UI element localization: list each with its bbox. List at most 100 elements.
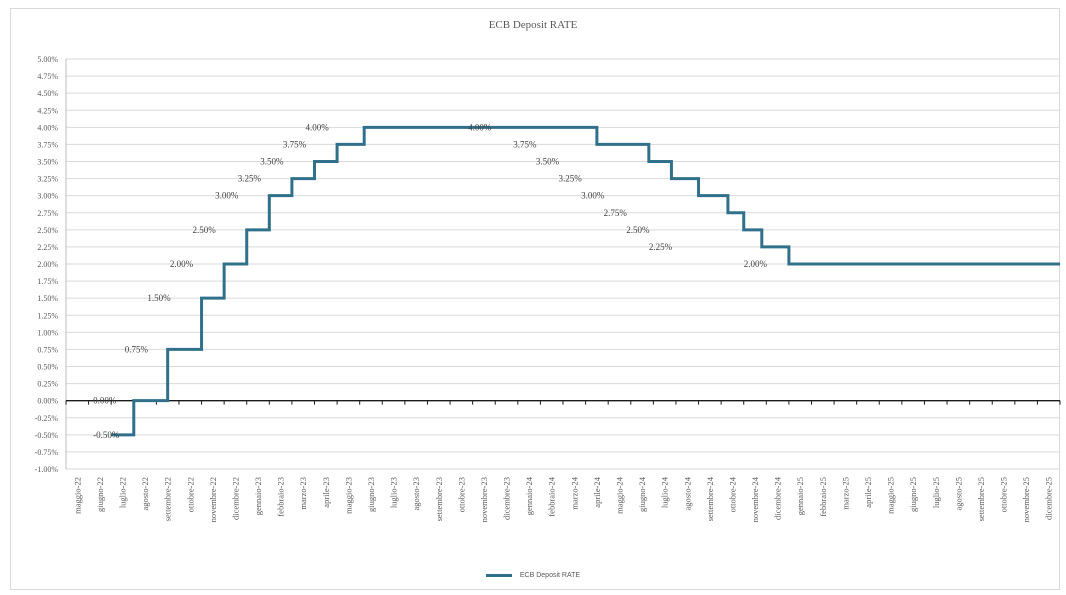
- legend: ECB Deposit RATE: [0, 572, 1066, 579]
- data-label: 3.50%: [260, 157, 284, 167]
- data-labels: -0.50% 0.00% 0.75% 1.50% 2.00% 2.50% 3.00% 3.25…: [93, 122, 767, 440]
- y-tick-label: 0.00%: [37, 397, 58, 406]
- x-tick-label: gennaio-24: [524, 476, 534, 515]
- data-label: 0.00%: [93, 396, 117, 406]
- x-tick-label: maggio-25: [886, 477, 896, 514]
- data-label: 0.75%: [125, 344, 149, 354]
- x-tick-label: novembre-24: [750, 476, 760, 522]
- y-tick-label: 1.25%: [37, 311, 58, 320]
- gridlines: [66, 58, 1060, 470]
- x-tick-label: luglio-23: [389, 477, 399, 508]
- x-tick-label: gennaio-25: [795, 477, 805, 515]
- data-label: 2.00%: [744, 259, 768, 269]
- y-tick-label: 1.00%: [37, 328, 58, 337]
- x-tick-label: novembre-22: [208, 477, 218, 522]
- data-label: 2.50%: [193, 225, 217, 235]
- y-tick-label: 2.75%: [37, 209, 58, 218]
- y-tick-label: 2.50%: [37, 226, 58, 235]
- x-tick-label: ottobre-22: [185, 477, 195, 512]
- x-tick-label: dicembre-25: [1044, 477, 1054, 520]
- data-label: 2.50%: [626, 225, 650, 235]
- data-label: 3.25%: [238, 174, 262, 184]
- y-tick-label: 5.00%: [37, 55, 58, 64]
- x-tick-label: dicembre-23: [502, 477, 512, 520]
- x-axis-ticks: maggio-22 giugno-22 luglio-22 agosto-22 sett…: [72, 476, 1053, 522]
- y-axis-ticks: -1.00% -0.75% -0.50% -0.25% 0.00% 0.25% 0.50% 0…: [35, 55, 59, 474]
- y-tick-label: 3.50%: [37, 158, 58, 167]
- y-tick-label: 0.75%: [37, 345, 58, 354]
- y-tick-label: -0.75%: [35, 448, 59, 457]
- y-tick-label: 4.25%: [37, 106, 58, 115]
- data-label: 1.50%: [147, 293, 171, 303]
- y-tick-label: 3.75%: [37, 140, 58, 149]
- data-label: 3.00%: [215, 191, 239, 201]
- x-tick-label: gennaio-23: [253, 477, 263, 515]
- x-tick-label: aprile-23: [321, 477, 331, 508]
- y-tick-label: 3.25%: [37, 175, 58, 184]
- y-tick-label: 4.50%: [37, 89, 58, 98]
- x-tick-label: agosto-25: [953, 477, 963, 511]
- x-tick-label: ottobre-25: [999, 477, 1009, 512]
- x-tick-label: ottobre-24: [727, 476, 737, 512]
- x-tick-label: settembre-25: [976, 477, 986, 521]
- x-tick-label: febbraio-25: [818, 477, 828, 517]
- y-tick-label: 2.25%: [37, 243, 58, 252]
- x-tick-label: agosto-24: [682, 476, 692, 510]
- x-tick-label: aprile-25: [863, 477, 873, 508]
- x-axis: [65, 59, 1061, 469]
- x-tick-label: febbraio-23: [276, 477, 286, 517]
- x-tick-label: novembre-23: [479, 477, 489, 522]
- x-tick-label: dicembre-24: [773, 476, 783, 520]
- data-label: 4.00%: [468, 122, 492, 132]
- x-tick-label: marzo-23: [298, 477, 308, 510]
- y-tick-label: 4.75%: [37, 72, 58, 81]
- x-tick-label: giugno-22: [95, 477, 105, 512]
- x-tick-label: giugno-24: [637, 476, 647, 512]
- data-label: 3.75%: [513, 139, 537, 149]
- data-label: 2.00%: [170, 259, 194, 269]
- x-tick-label: luglio-22: [117, 477, 127, 508]
- y-tick-label: 1.50%: [37, 294, 58, 303]
- y-tick-label: 0.50%: [37, 363, 58, 372]
- x-tick-label: maggio-24: [614, 476, 624, 514]
- x-tick-label: agosto-22: [140, 477, 150, 511]
- legend-label: ECB Deposit RATE: [519, 572, 581, 579]
- legend-swatch: [485, 574, 512, 577]
- chart-frame: [10, 8, 1060, 590]
- data-label: 3.25%: [558, 174, 582, 184]
- x-tick-label: luglio-24: [660, 476, 670, 508]
- x-tick-label: agosto-23: [411, 477, 421, 511]
- x-tick-label: maggio-23: [343, 477, 353, 514]
- y-tick-label: -1.00%: [35, 465, 59, 474]
- y-tick-label: 1.75%: [37, 277, 58, 286]
- y-tick-label: 4.00%: [37, 123, 58, 132]
- y-tick-label: -0.50%: [35, 431, 59, 440]
- x-tick-label: novembre-25: [1021, 477, 1031, 522]
- data-label: -0.50%: [93, 430, 120, 440]
- data-label: 3.50%: [536, 157, 560, 167]
- x-tick-label: maggio-22: [72, 477, 82, 514]
- y-tick-label: -0.25%: [35, 414, 59, 423]
- x-tick-label: luglio-25: [931, 477, 941, 508]
- x-tick-label: settembre-23: [434, 477, 444, 521]
- y-tick-label: 3.00%: [37, 192, 58, 201]
- data-label: 3.75%: [283, 139, 307, 149]
- x-tick-label: marzo-25: [840, 477, 850, 510]
- y-tick-label: 2.00%: [37, 260, 58, 269]
- x-tick-label: giugno-25: [908, 477, 918, 512]
- data-label: 4.00%: [305, 122, 329, 132]
- x-tick-label: marzo-24: [569, 476, 579, 509]
- x-tick-label: dicembre-22: [230, 477, 240, 520]
- chart-title: ECB Deposit RATE: [488, 19, 578, 31]
- data-label: 2.75%: [604, 208, 628, 218]
- x-tick-label: febbraio-24: [547, 476, 557, 516]
- series: [111, 125, 1060, 437]
- data-label: 2.25%: [649, 242, 673, 252]
- x-tick-label: ottobre-23: [456, 477, 466, 512]
- data-label: 3.00%: [581, 191, 605, 201]
- x-tick-label: aprile-24: [592, 476, 602, 507]
- x-tick-label: settembre-22: [163, 477, 173, 521]
- series-line: [111, 125, 1060, 437]
- y-tick-label: 0.25%: [37, 380, 58, 389]
